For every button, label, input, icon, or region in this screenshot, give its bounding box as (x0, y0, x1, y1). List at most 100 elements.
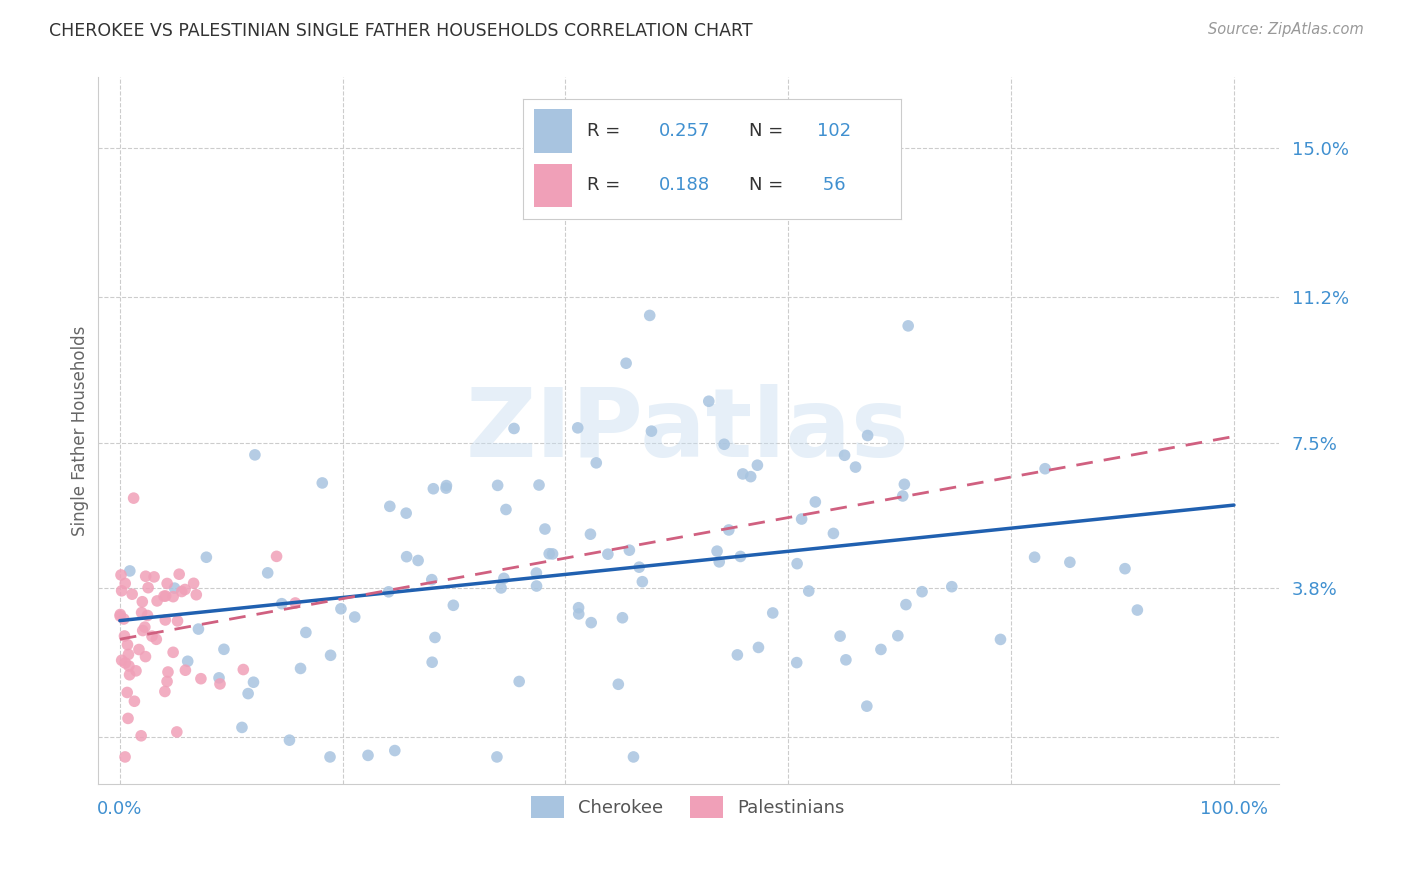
Point (731, 467, 754, 481)
Point (111, 653, 134, 667)
Point (377, 584, 399, 599)
Point (614, 356, 637, 370)
Point (1033, 461, 1056, 475)
Point (135, 569, 157, 583)
Point (136, 608, 159, 623)
Point (527, 478, 550, 492)
Point (295, 625, 318, 640)
Point (141, 629, 163, 643)
Point (208, 677, 231, 691)
Point (112, 612, 135, 626)
Point (136, 581, 159, 595)
Point (114, 750, 136, 764)
Point (115, 685, 138, 699)
Point (740, 469, 762, 483)
Point (131, 595, 153, 609)
Point (114, 576, 136, 591)
Point (706, 544, 728, 558)
Point (423, 631, 446, 645)
Point (125, 664, 148, 678)
Point (612, 611, 634, 625)
Point (856, 428, 879, 442)
Point (155, 589, 177, 603)
Point (256, 566, 278, 580)
Point (508, 674, 530, 689)
Text: ZIPatlas: ZIPatlas (467, 384, 910, 477)
Point (485, 750, 508, 764)
Point (311, 475, 333, 490)
Point (823, 526, 845, 541)
Point (177, 654, 200, 668)
Point (762, 606, 785, 620)
Point (709, 555, 731, 569)
Point (146, 594, 169, 608)
Point (436, 478, 458, 492)
Point (786, 557, 808, 571)
Point (1059, 555, 1081, 569)
Point (162, 590, 184, 604)
Point (156, 576, 179, 591)
Point (117, 711, 139, 725)
Point (174, 663, 197, 677)
Point (319, 750, 342, 764)
Point (236, 687, 259, 701)
Point (640, 424, 662, 438)
Point (232, 663, 254, 677)
Point (231, 720, 253, 734)
Point (242, 675, 264, 690)
Point (541, 547, 564, 561)
Point (790, 512, 813, 526)
Point (118, 667, 141, 681)
Point (114, 629, 136, 643)
Point (110, 607, 132, 622)
Point (887, 629, 910, 643)
Point (941, 580, 963, 594)
Point (114, 656, 136, 670)
Point (891, 489, 914, 503)
Point (697, 394, 720, 409)
Point (384, 743, 406, 757)
Point (357, 748, 380, 763)
Point (526, 579, 548, 593)
Text: Source: ZipAtlas.com: Source: ZipAtlas.com (1208, 22, 1364, 37)
Point (441, 599, 464, 613)
Point (1024, 550, 1046, 565)
Point (145, 632, 167, 647)
Point (395, 506, 418, 520)
Point (596, 547, 619, 561)
Y-axis label: Single Father Households: Single Father Households (72, 326, 89, 536)
Point (897, 318, 920, 333)
Point (124, 694, 146, 708)
Point (747, 640, 769, 655)
Point (186, 588, 208, 602)
Point (567, 421, 589, 435)
Point (162, 645, 184, 659)
Point (538, 547, 561, 561)
Point (747, 458, 769, 473)
Point (585, 456, 607, 470)
Point (534, 522, 557, 536)
Point (844, 460, 866, 475)
Point (894, 598, 917, 612)
Point (117, 648, 139, 662)
Point (134, 649, 156, 664)
Point (870, 642, 893, 657)
Point (579, 527, 602, 541)
Point (108, 609, 131, 624)
Point (134, 620, 156, 634)
Point (156, 665, 179, 679)
Point (990, 632, 1012, 647)
Point (131, 606, 153, 620)
Point (623, 750, 645, 764)
Point (607, 677, 630, 691)
Text: CHEROKEE VS PALESTINIAN SINGLE FATHER HOUSEHOLDS CORRELATION CHART: CHEROKEE VS PALESTINIAN SINGLE FATHER HO… (49, 22, 752, 40)
Point (343, 610, 366, 624)
Point (167, 567, 190, 582)
Point (834, 448, 856, 462)
Point (290, 661, 312, 675)
Point (434, 481, 457, 495)
Point (804, 495, 827, 509)
Point (717, 523, 740, 537)
Point (156, 674, 179, 689)
Point (195, 550, 218, 565)
